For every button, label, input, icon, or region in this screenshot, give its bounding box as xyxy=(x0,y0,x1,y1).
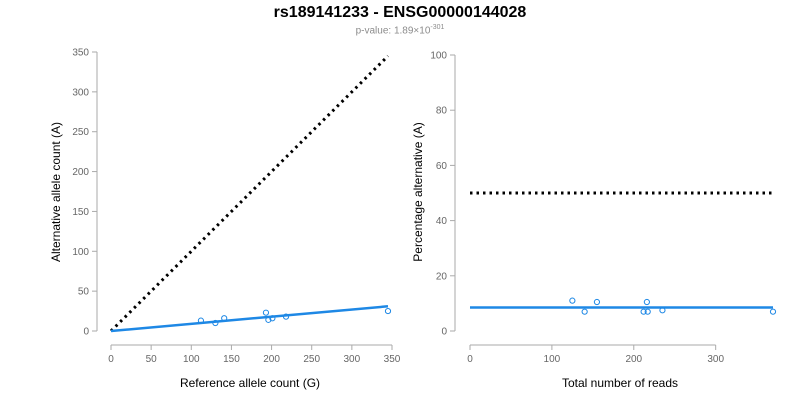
right-data-point xyxy=(593,298,601,306)
left-data-point xyxy=(197,317,205,324)
right-y-tick-label: 60 xyxy=(436,161,448,172)
left-x-tick-label: 150 xyxy=(223,354,240,365)
left-y-tick-label: 250 xyxy=(72,127,89,138)
right-y-tick-label: 20 xyxy=(436,271,448,282)
left-data-point xyxy=(212,319,219,327)
left-x-tick-label: 50 xyxy=(146,354,158,365)
right-y-tick-label: 80 xyxy=(436,106,448,117)
right-y-tick-label: 0 xyxy=(441,327,447,338)
left-x-tick-label: 250 xyxy=(303,354,320,365)
left-data-point xyxy=(221,315,228,322)
left-y-tick-label: 100 xyxy=(72,247,89,258)
left-data-point xyxy=(384,307,392,315)
left-data-point xyxy=(262,309,270,316)
right-x-axis-label: Total number of reads xyxy=(562,376,678,390)
left-x-tick-label: 300 xyxy=(344,354,361,365)
left-fit-line xyxy=(110,305,389,333)
pvalue-subtitle: p-value: 1.89×10-301 xyxy=(0,24,800,36)
right-data-point xyxy=(644,308,651,315)
right-x-tick-label: 100 xyxy=(544,354,561,365)
pvalue-exponent: -301 xyxy=(430,24,445,31)
right-x-tick-label: 300 xyxy=(707,354,724,365)
left-y-axis-label: Alternative allele count (A) xyxy=(49,122,63,262)
left-y-tick-label: 150 xyxy=(72,207,89,218)
right-data-point xyxy=(643,298,650,306)
left-y-tick-label: 350 xyxy=(72,48,89,59)
left-data-point xyxy=(269,315,276,322)
pvalue-text: p-value: 1.89×10 xyxy=(355,25,431,37)
left-x-tick-label: 200 xyxy=(263,354,280,365)
left-y-tick-label: 200 xyxy=(72,167,89,178)
left-y-tick-label: 300 xyxy=(72,87,89,98)
left-y-tick-label: 0 xyxy=(83,327,89,338)
left-y-tick-label: 50 xyxy=(78,287,90,298)
left-x-tick-label: 350 xyxy=(384,354,401,365)
right-y-tick-label: 40 xyxy=(436,216,448,227)
right-x-tick-label: 200 xyxy=(625,354,642,365)
right-data-point xyxy=(769,308,777,315)
right-data-point xyxy=(569,297,576,304)
right-data-point xyxy=(659,307,666,314)
left-reference-line xyxy=(109,54,390,333)
left-data-point xyxy=(282,313,290,320)
right-y-axis-label: Percentage alternative (A) xyxy=(411,122,425,261)
left-data-point xyxy=(265,316,272,323)
right-y-tick-label: 100 xyxy=(430,51,447,62)
left-x-tick-label: 100 xyxy=(183,354,200,365)
right-data-point xyxy=(581,308,588,315)
left-x-tick-label: 0 xyxy=(108,354,114,365)
left-x-axis-label: Reference allele count (G) xyxy=(180,376,320,390)
right-x-tick-label: 0 xyxy=(467,354,473,365)
right-data-point xyxy=(640,308,647,315)
chart-title: rs189141233 - ENSG00000144028 xyxy=(273,4,527,21)
